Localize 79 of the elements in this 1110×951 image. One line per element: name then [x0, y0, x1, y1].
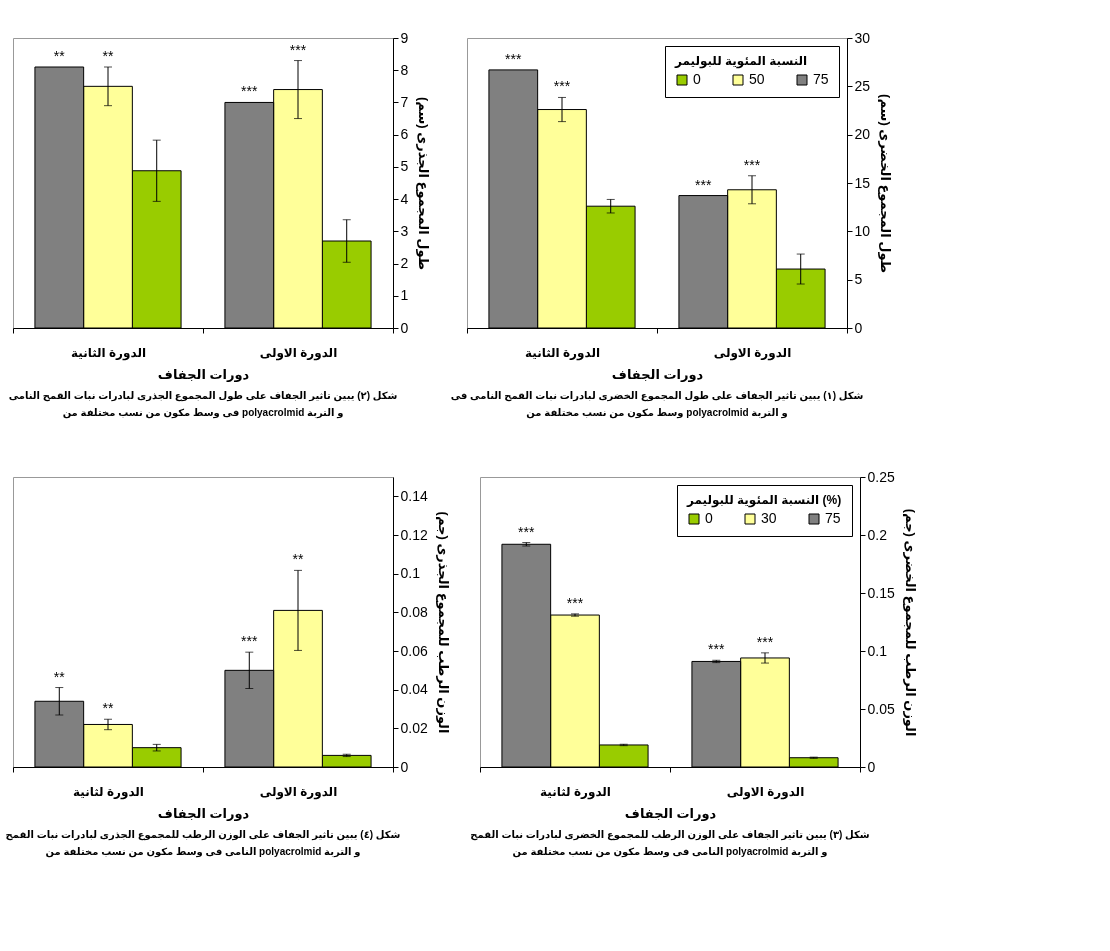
- text: شكل (٤) يبين تاثير الجفاف على الوزن الرطب للمجموع الجذرى لبادرات نبات القمح: [5, 829, 401, 841]
- y-tick-label: 0.05: [867, 700, 895, 717]
- y-tick-label: 0: [854, 319, 863, 336]
- data-label: ***: [289, 41, 307, 58]
- data-label: **: [102, 700, 114, 717]
- x-tick-label: الدورة لثانية: [73, 784, 144, 800]
- legend-label: 0: [693, 71, 701, 87]
- y-tick-label: 25: [854, 77, 871, 94]
- x-tick-label: الدورة الاولى: [259, 345, 338, 361]
- y-tick-label: 6: [400, 126, 409, 143]
- y-tick-label: 0.25: [867, 468, 895, 485]
- text: فى وسط مكون من نسب مختلفة من polyacrolmid و التربة: [62, 407, 344, 419]
- y-tick-label: 7: [400, 93, 409, 110]
- text: شكل (١) يبين تاثير الجفاف على طول المجموع الخضرى لبادرات نبات القمح النامى فى: [450, 390, 864, 402]
- y-tick-label: 0: [867, 758, 876, 775]
- x-tick-label: الدورة الاولى: [259, 784, 338, 800]
- x-tick-label: الدورة الاولى: [713, 345, 792, 361]
- data-label: ***: [553, 78, 571, 95]
- y-tick-label: 4: [400, 190, 409, 207]
- x-tick-label: الدورة لثانية: [540, 784, 611, 800]
- y-axis-title: الوزن الرطب للمجموع الجذرى (جم): [435, 511, 451, 734]
- legend-title: النسبة المئوية للبوليمر (%): [686, 493, 842, 508]
- y-tick-label: 9: [400, 29, 409, 46]
- text: شكل (٣) يبين تاثير الجفاف على الوزن الرطب للمجموع الخضرى لبادرات نبات القمح: [470, 829, 870, 841]
- data-label: **: [53, 668, 66, 685]
- y-tick-label: 0.1: [400, 565, 421, 582]
- y-tick-label: 0.1: [867, 642, 888, 659]
- data-label: ***: [241, 83, 258, 100]
- text: شكل (٢) يبين تاثير الجفاف على طول المجموع الجذرى لبادرات نبات القمح النامى: [8, 390, 398, 402]
- legend-label: 75: [813, 71, 829, 87]
- text: وسط مكون من نسب مختلفة من polyacrolmid و التربة: [526, 407, 788, 419]
- y-tick-label: 5: [854, 271, 863, 288]
- data-label: ***: [518, 523, 535, 540]
- y-tick-label: 3: [400, 222, 409, 239]
- data-label: **: [102, 48, 114, 64]
- data-label: **: [292, 551, 304, 568]
- y-tick-label: 8: [400, 61, 409, 78]
- y-tick-label: 1: [400, 287, 409, 304]
- x-axis-title: دورات الجفاف: [157, 805, 250, 821]
- data-label: ***: [695, 176, 712, 193]
- text: النامى فى وسط مكون من نسب مختلفة من polyacrolmid و التربة: [512, 846, 828, 858]
- y-tick-label: 0: [400, 758, 409, 775]
- x-tick-label: الدورة الثانية: [70, 345, 147, 361]
- y-tick-label: 0.06: [400, 642, 428, 659]
- y-tick-label: 0.14: [400, 487, 428, 504]
- x-axis-title: دورات الجفاف: [624, 805, 717, 821]
- y-axis-title: طول المجموع الجذرى (سم): [416, 97, 432, 270]
- data-label: ***: [743, 156, 761, 173]
- x-tick-label: الدورة الثانية: [524, 345, 601, 361]
- legend-label: 30: [761, 510, 777, 526]
- y-axis-title: طول المجموع الخضرى (سم): [878, 94, 894, 273]
- data-label: ***: [505, 50, 522, 67]
- legend-title: النسبة المئوية للبوليمر: [674, 54, 808, 69]
- y-tick-label: 0.02: [400, 719, 428, 736]
- y-tick-label: 0.15: [867, 584, 895, 601]
- y-tick-label: 30: [854, 29, 871, 46]
- legend-label: 0: [705, 510, 713, 526]
- y-tick-label: 20: [854, 126, 871, 143]
- y-tick-label: 15: [854, 174, 871, 191]
- y-tick-label: 0.04: [400, 681, 428, 698]
- y-axis-title: الوزن الرطب للمجموع الخضرى (جم): [902, 508, 918, 737]
- data-label: ***: [708, 641, 725, 658]
- text: النامى فى وسط مكون من نسب مختلفة من polyacrolmid و التربة: [45, 846, 361, 858]
- data-label: ***: [241, 633, 258, 650]
- y-tick-label: 2: [400, 255, 409, 272]
- x-tick-label: الدورة الاولى: [726, 784, 805, 800]
- data-label: ***: [566, 594, 584, 611]
- legend-label: 50: [749, 71, 765, 87]
- y-tick-label: 0: [400, 319, 409, 336]
- y-tick-label: 0.2: [867, 526, 888, 543]
- y-tick-label: 5: [400, 158, 409, 175]
- y-tick-label: 0.12: [400, 526, 428, 543]
- data-label: ***: [756, 633, 774, 650]
- x-axis-title: دورات الجفاف: [157, 366, 250, 382]
- x-axis-title: دورات الجفاف: [611, 366, 704, 382]
- y-tick-label: 0.08: [400, 603, 428, 620]
- y-tick-label: 10: [854, 222, 871, 239]
- legend-label: 75: [825, 510, 841, 526]
- data-label: **: [53, 48, 66, 64]
